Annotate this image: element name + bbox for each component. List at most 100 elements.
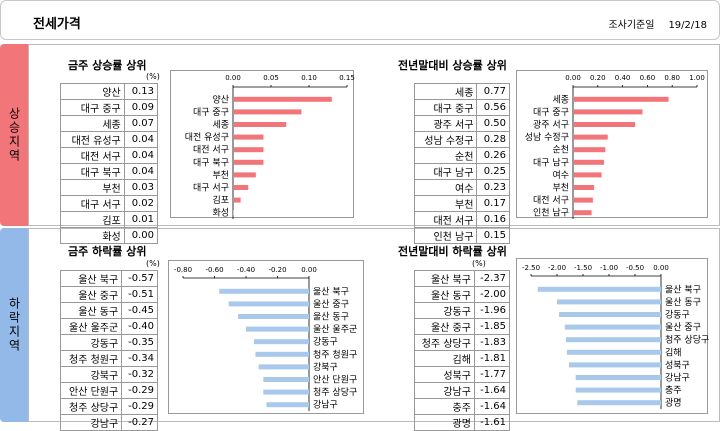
fall-week-table: 울산 북구 -0.57 울산 중구 -0.51 울산 동구 -0.45 울산 울주군 -0.4… [59,270,158,431]
bar [263,389,309,395]
table-row: 울산 동구 -0.45 [59,302,158,319]
rise-week-table: 양산 0.13 대구 중구 0.09 세종 0.07 대전 유성구 0.04 대전 서구 0.04… [60,83,159,244]
tick-label: 0.00 [565,74,581,82]
bar [573,197,593,203]
bar [566,349,661,355]
bar [233,134,264,140]
tick-label: -0.60 [205,266,223,274]
rate-value: -1.83 [473,334,511,351]
rate-value: -0.57 [121,270,158,287]
rate-value: -0.29 [121,382,158,399]
bar [253,339,309,345]
table-row: 광명 -1.61 [414,414,511,431]
rate-value: 0.03 [123,179,159,196]
region-name: 순천 [413,147,478,164]
region-name: 안산 단원구 [59,382,123,399]
bar [557,299,661,305]
bar [573,122,635,127]
tick-label: -2.00 [548,264,566,272]
table-row: 강남구 -0.27 [59,414,158,431]
bar [233,96,332,102]
table-row: 화성 0.00 [60,227,159,244]
table-row: 강남구 -1.64 [414,382,511,399]
table-row: 세종 0.77 [413,83,510,100]
rate-value: 0.17 [476,195,510,212]
bar [573,109,643,115]
tick-label: -1.00 [600,264,618,272]
bar [575,375,661,380]
category-label: 여수 [552,169,569,181]
region-name: 광주 서구 [413,115,478,132]
rate-value: -1.61 [473,414,511,431]
category-label: 강북구 [313,362,338,373]
region-name: 강남구 [59,414,123,431]
rate-value: -0.45 [121,302,158,319]
fall-week-chart-box: -0.80 -0.60 -0.40 -0.20 0.00 울산 북구 울산 중구 울산 동구 울… [168,260,364,414]
category-label: 성북구 [665,360,690,371]
table-row: 부천 0.03 [60,179,159,196]
tick-label: -1.50 [574,264,592,272]
table-row: 양산 0.13 [60,83,159,100]
rate-value: -1.85 [473,318,511,335]
rate-value: -0.32 [121,366,158,383]
category-label: 충주 [665,385,682,396]
rate-value: -1.96 [473,302,511,319]
category-label: 대전 유성구 [185,132,229,143]
region-name: 대전 서구 [413,211,478,228]
category-label: 울산 동구 [665,297,701,308]
rate-value: 0.09 [123,99,159,116]
bar [233,185,249,190]
rate-value: 0.04 [123,147,159,164]
tick-label: 0.00 [301,266,317,274]
category-label: 강남구 [313,400,338,411]
rise-year-table: 세종 0.77 대구 중구 0.56 광주 서구 0.50 성남 수정구 0.28 순천 0.26… [413,83,510,244]
tick-label: -0.20 [268,266,286,274]
bar [559,312,661,317]
table-row: 대전 서구 0.04 [60,147,159,164]
rate-value: 0.00 [123,227,159,244]
rate-value: 0.02 [123,195,159,212]
tick-label: 0.05 [263,74,279,82]
table-row: 김포 0.01 [60,211,159,228]
table-row: 충주 -1.64 [414,398,511,415]
category-label: 성남 수정구 [525,132,569,143]
rate-value: 0.13 [123,83,159,100]
rate-value: 0.25 [476,163,510,180]
region-name: 강북구 [59,366,123,383]
bar [233,197,241,203]
rate-value: 0.26 [476,147,510,164]
region-name: 세종 [413,83,478,100]
category-label: 대구 북구 [193,157,229,168]
rate-value: 0.01 [123,211,159,228]
survey-date-label: 조사기준일 [608,20,655,31]
rate-value: 0.77 [476,83,510,100]
category-label: 대구 남구 [533,157,569,168]
table-row: 대구 남구 0.25 [413,163,510,180]
category-label: 안산 단원구 [313,375,357,386]
rise-week-title: 금주 상승률 상위 [68,59,147,72]
category-label: 김포 [212,194,229,206]
bar [233,210,234,216]
fall-week-unit: (%) [146,259,160,268]
fall-year-unit: (%) [472,259,486,268]
bar [233,172,256,178]
rise-week-chart-box: 0.00 0.05 0.10 0.15 양산 대구 중구 세종 대전 유성구 대전 서구 대구 북… [170,70,355,219]
region-name: 부천 [60,179,125,196]
category-label: 부천 [552,183,569,194]
tick-label: 0.10 [301,74,317,82]
category-label: 울산 울주군 [313,324,357,335]
rate-value: -1.64 [473,382,511,399]
region-name: 청주 청원구 [59,350,123,367]
rate-value: -0.35 [121,334,158,351]
rise-year-title: 전년말대비 상승률 상위 [398,59,507,72]
table-row: 울산 북구 -2.37 [414,270,511,287]
bar [568,362,661,368]
table-row: 울산 동구 -2.00 [414,286,511,303]
category-label: 울산 북구 [665,284,701,295]
category-label: 울산 북구 [313,286,349,297]
category-label: 화성 [212,208,229,219]
region-name: 울산 중구 [414,318,475,335]
bar [255,351,309,357]
